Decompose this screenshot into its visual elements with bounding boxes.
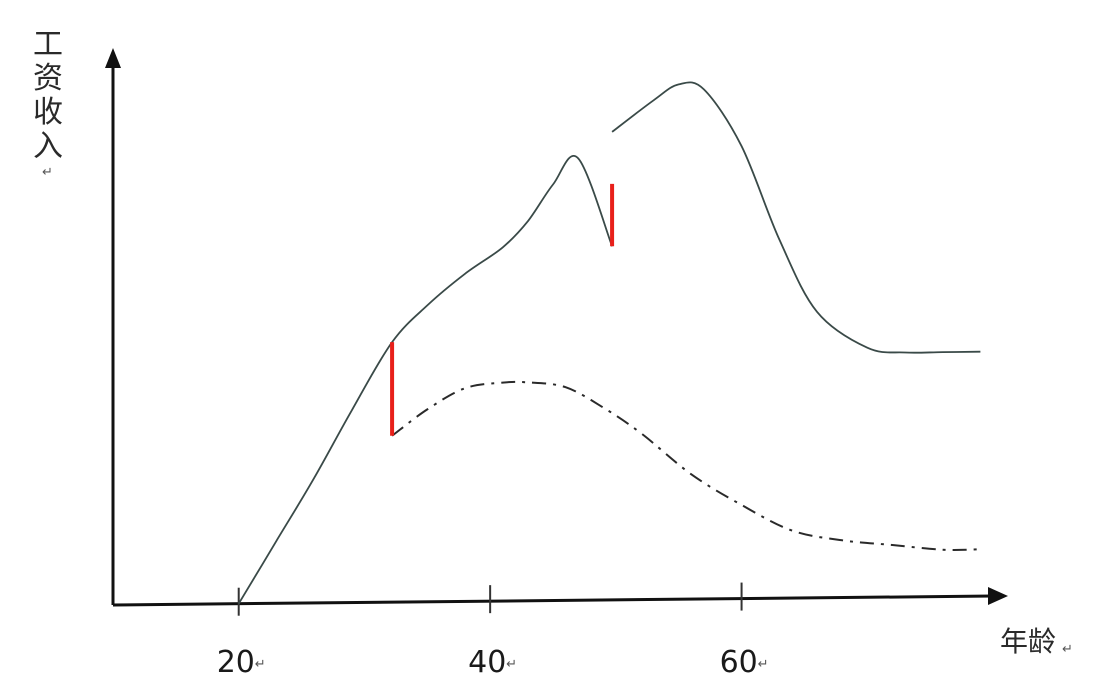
x-ticks: 20 ↵ 40 ↵ 60 ↵ bbox=[217, 582, 769, 680]
return-mark-icon: ↵ bbox=[758, 657, 769, 672]
y-axis-label-char: 收 bbox=[33, 95, 63, 130]
x-axis-label: 年龄 bbox=[1000, 625, 1056, 658]
return-mark-icon: ↵ bbox=[1062, 642, 1073, 657]
plot-area bbox=[237, 81, 981, 605]
x-axis bbox=[112, 594, 994, 607]
series-dashdot-line bbox=[391, 380, 981, 551]
y-axis-arrow-icon bbox=[105, 48, 121, 68]
series-solid-line bbox=[611, 81, 981, 354]
return-mark-icon: ↵ bbox=[255, 657, 266, 672]
y-axis-label-char: 入 bbox=[33, 129, 63, 164]
y-axis-label: 工 资 收 入 ↵ bbox=[33, 27, 63, 180]
x-tick-label: 60 bbox=[720, 645, 758, 680]
y-axis-label-char: 资 bbox=[33, 61, 63, 96]
x-tick-label: 40 bbox=[468, 645, 506, 680]
x-axis-label-group: 年龄 ↵ bbox=[1000, 625, 1073, 658]
return-mark-icon: ↵ bbox=[506, 657, 517, 672]
x-tick-label: 20 bbox=[217, 645, 255, 680]
return-mark-icon: ↵ bbox=[42, 165, 53, 180]
axes bbox=[105, 48, 1008, 607]
x-axis-arrow-icon bbox=[988, 587, 1008, 605]
y-axis-label-char: 工 bbox=[33, 27, 63, 62]
series-solid-line bbox=[237, 155, 613, 605]
